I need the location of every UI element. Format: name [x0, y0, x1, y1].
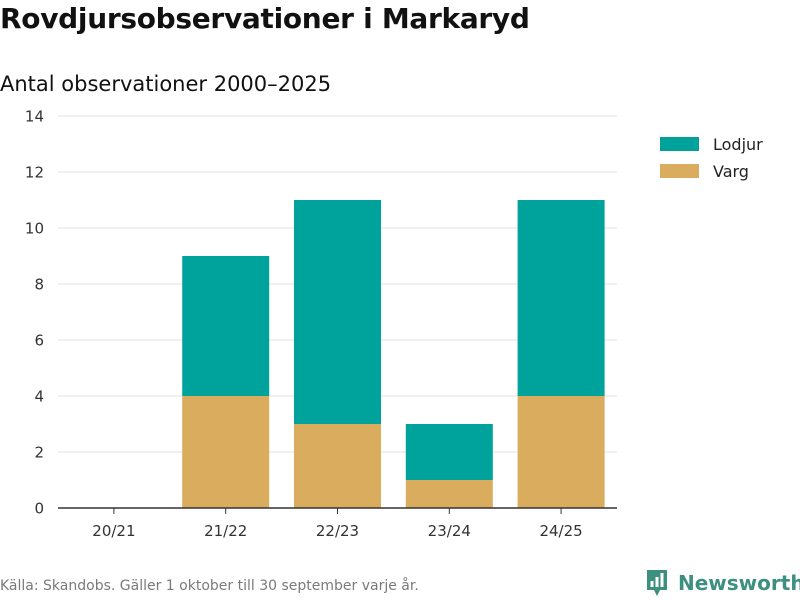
legend-swatch-varg: [660, 164, 699, 178]
brand-logo: Newsworthy: [645, 568, 800, 598]
bar-lodjur: [182, 256, 270, 396]
y-tick-label: 14: [25, 108, 44, 126]
x-tick-label: 20/21: [92, 522, 135, 540]
bar-varg: [182, 396, 270, 508]
page-subtitle: Antal observationer 2000–2025: [0, 72, 332, 96]
x-tick-label: 24/25: [539, 522, 582, 540]
x-tick-label: 22/23: [316, 522, 359, 540]
y-tick-label: 4: [34, 388, 44, 406]
source-note: Källa: Skandobs. Gäller 1 oktober till 3…: [0, 578, 419, 594]
legend-label-lodjur: Lodjur: [713, 135, 763, 154]
bar-chart-badge-icon: [647, 570, 667, 596]
y-tick-label: 6: [34, 332, 44, 350]
y-tick-label: 2: [34, 444, 44, 462]
bar-lodjur: [294, 200, 381, 424]
bar-varg: [517, 396, 605, 508]
y-tick-label: 8: [34, 276, 44, 294]
y-tick-label: 0: [34, 500, 44, 518]
page-title: Rovdjursobservationer i Markaryd: [0, 2, 530, 35]
legend-label-varg: Varg: [713, 162, 749, 181]
y-tick-label: 12: [25, 164, 44, 182]
bar-varg: [405, 480, 493, 508]
y-tick-label: 10: [25, 220, 44, 238]
brand-name: Newsworthy: [678, 571, 800, 595]
bar-varg: [294, 424, 381, 508]
bar-lodjur: [405, 424, 493, 480]
x-tick-label: 21/22: [204, 522, 247, 540]
bar-lodjur: [517, 200, 605, 396]
legend-swatch-lodjur: [660, 137, 699, 151]
x-tick-label: 23/24: [428, 522, 471, 540]
